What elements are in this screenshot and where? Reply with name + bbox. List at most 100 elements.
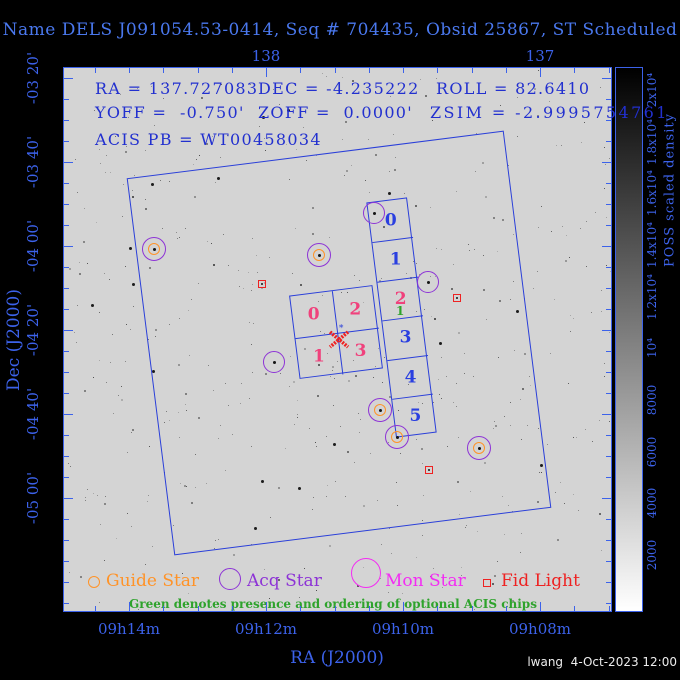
speckle	[93, 110, 95, 112]
speckle	[82, 241, 85, 244]
speckle	[537, 271, 539, 273]
speckle	[565, 259, 568, 262]
speckle	[485, 195, 488, 198]
speckle	[549, 101, 551, 103]
speckle	[540, 472, 542, 474]
speckle	[124, 265, 126, 267]
speckle	[429, 575, 431, 577]
tick-mark	[606, 183, 611, 184]
tick-mark	[64, 435, 69, 436]
tick-mark	[266, 68, 267, 77]
speckle	[154, 335, 156, 337]
speckle	[97, 494, 99, 496]
speckle	[231, 434, 233, 436]
speckle	[345, 170, 348, 173]
speckle	[390, 96, 392, 98]
guide-star-marker	[148, 243, 160, 255]
speckle	[463, 373, 465, 375]
speckle	[289, 355, 291, 357]
speckle	[241, 383, 243, 385]
speckle	[92, 492, 94, 494]
star-speck	[388, 192, 392, 196]
speckle	[568, 383, 570, 385]
tick-mark	[574, 68, 576, 73]
speckle	[458, 513, 460, 515]
acq-star-marker	[368, 398, 392, 422]
star-speck	[332, 443, 336, 446]
star	[261, 283, 263, 285]
speckle	[416, 557, 418, 559]
acq-star-marker	[385, 425, 409, 449]
speckle	[148, 494, 150, 496]
tick-mark	[403, 602, 404, 611]
speckle	[109, 278, 111, 280]
speckle	[104, 496, 106, 498]
speckle	[352, 79, 355, 82]
tick-mark	[606, 99, 611, 100]
tick-mark	[606, 456, 611, 457]
speckle	[131, 189, 133, 191]
speckle	[252, 323, 254, 325]
observation-title: Name DELS J091054.53-0414, Seq # 704435,…	[2, 20, 678, 40]
speckle	[431, 119, 433, 121]
speckle	[278, 103, 280, 105]
speckle	[190, 502, 193, 505]
speckle	[160, 179, 162, 181]
tick-mark	[606, 372, 611, 373]
tick-mark	[64, 162, 73, 163]
speckle	[460, 574, 462, 576]
speckle	[422, 535, 424, 537]
x-top-tick-label: 137	[525, 47, 555, 65]
speckle	[512, 511, 514, 513]
speckle	[98, 360, 100, 362]
speckle	[104, 503, 107, 506]
speckle	[218, 538, 220, 540]
legend-guide-star-label: Guide Star	[106, 571, 200, 591]
speckle	[256, 255, 258, 257]
speckle	[146, 500, 148, 502]
tick-mark	[606, 351, 611, 352]
speckle	[362, 504, 365, 507]
speckle	[69, 571, 71, 573]
fid-light-marker	[258, 280, 266, 288]
speckle	[347, 450, 350, 453]
speckle	[396, 481, 398, 483]
speckle	[124, 361, 126, 363]
speckle	[472, 376, 474, 378]
speckle	[344, 496, 346, 498]
star-speck	[216, 176, 220, 180]
speckle	[238, 285, 240, 287]
speckle	[483, 254, 485, 256]
tick-mark	[64, 498, 73, 499]
speckle	[583, 122, 585, 124]
speckle	[486, 318, 488, 320]
legend-acq-star-label: Acq Star	[247, 571, 322, 591]
speckle	[148, 267, 151, 270]
speckle	[502, 495, 504, 497]
speckle	[538, 472, 540, 474]
speckle	[465, 527, 467, 529]
speckle	[431, 315, 433, 317]
speckle	[330, 376, 331, 378]
speckle	[185, 485, 187, 487]
speckle	[417, 402, 419, 404]
speckle	[83, 390, 86, 393]
speckle	[123, 114, 125, 116]
star	[395, 435, 399, 439]
tick-mark	[574, 606, 576, 611]
speckle	[421, 462, 423, 464]
speckle	[83, 208, 85, 210]
speckle	[145, 563, 147, 565]
speckle	[264, 568, 266, 570]
speckle	[133, 174, 135, 176]
speckle	[109, 362, 111, 364]
star-speck	[539, 463, 543, 467]
speckle	[317, 301, 319, 303]
star	[317, 253, 321, 257]
speckle	[422, 520, 424, 522]
speckle	[193, 195, 196, 198]
speckle	[251, 445, 253, 447]
speckle	[346, 292, 348, 294]
tick-mark	[602, 330, 611, 331]
speckle	[184, 392, 187, 395]
